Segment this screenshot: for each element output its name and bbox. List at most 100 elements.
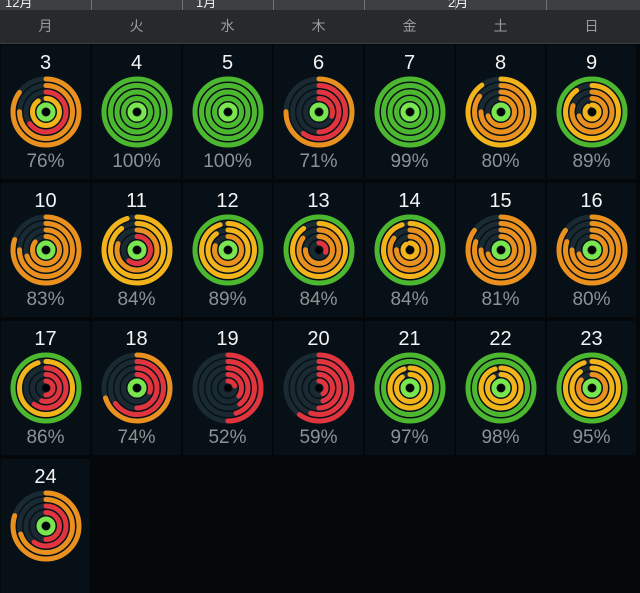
- day-percent: 83%: [26, 289, 65, 310]
- day-number: 3: [39, 52, 52, 74]
- calendar-grid: 3 76% 4 100% 5 100% 6 71% 7 99% 8 80% 9 89% 10 83% 11 84%…: [0, 44, 640, 593]
- day-cell[interactable]: 4 100%: [92, 45, 181, 179]
- ring-center-dot: [315, 384, 323, 392]
- ring-progress: [491, 240, 511, 260]
- ring-progress: [108, 221, 166, 279]
- ring-progress: [556, 214, 628, 286]
- activity-rings: [10, 214, 82, 286]
- activity-rings: [465, 352, 537, 424]
- ring-progress: [127, 240, 147, 260]
- activity-rings: [374, 214, 446, 286]
- day-number: 11: [126, 190, 147, 212]
- ring-progress: [374, 214, 446, 286]
- day-number: 21: [398, 328, 421, 350]
- ring-progress: [36, 378, 56, 398]
- ring-progress: [491, 378, 511, 398]
- day-cell[interactable]: 16 80%: [547, 183, 636, 317]
- day-cell[interactable]: 19 52%: [183, 321, 272, 455]
- ring-center-dot: [406, 246, 414, 254]
- day-percent: 80%: [481, 151, 520, 172]
- day-cell[interactable]: 21 97%: [365, 321, 454, 455]
- ring-progress: [101, 214, 173, 286]
- ring-progress: [36, 240, 56, 260]
- day-cell[interactable]: 14 84%: [365, 183, 454, 317]
- activity-rings: [10, 490, 82, 562]
- ring-progress: [199, 83, 257, 141]
- ring-center-dot: [588, 246, 596, 254]
- ring-progress: [212, 234, 244, 266]
- ring-progress: [101, 76, 173, 148]
- day-number: 20: [307, 328, 330, 350]
- day-cell[interactable]: 3 76%: [1, 45, 90, 179]
- weekday-tue: 火: [129, 18, 144, 34]
- month-tick: [273, 0, 274, 10]
- ring-progress: [290, 83, 348, 141]
- day-number: 7: [403, 52, 416, 74]
- ring-progress: [400, 240, 420, 260]
- day-number: 17: [34, 328, 57, 350]
- ring-center-dot: [497, 108, 505, 116]
- ring-progress: [563, 359, 621, 417]
- day-cell[interactable]: 13 84%: [274, 183, 363, 317]
- month-strip[interactable]: 12月 1月 2月: [0, 0, 640, 10]
- day-cell[interactable]: 15 81%: [456, 183, 545, 317]
- ring-progress: [127, 102, 147, 122]
- day-number: 6: [312, 52, 325, 74]
- month-tick: [546, 0, 547, 10]
- ring-center-dot: [42, 246, 50, 254]
- ring-progress: [121, 234, 153, 266]
- ring-progress: [121, 372, 153, 404]
- ring-center-dot: [133, 108, 141, 116]
- ring-center-dot: [497, 384, 505, 392]
- activity-rings: [10, 352, 82, 424]
- month-tick: [455, 0, 456, 10]
- day-cell[interactable]: 22 98%: [456, 321, 545, 455]
- day-number: 8: [494, 52, 507, 74]
- day-cell[interactable]: 12 89%: [183, 183, 272, 317]
- ring-progress: [10, 214, 82, 286]
- day-number: 19: [216, 328, 239, 350]
- day-number: 10: [34, 190, 57, 212]
- day-number: 15: [489, 190, 512, 212]
- day-cell[interactable]: 9 89%: [547, 45, 636, 179]
- ring-progress: [23, 89, 69, 135]
- ring-progress: [10, 76, 82, 148]
- ring-progress: [283, 214, 355, 286]
- ring-center-dot: [315, 108, 323, 116]
- ring-center-dot: [406, 384, 414, 392]
- ring-progress: [17, 83, 75, 141]
- ring-progress: [17, 221, 75, 279]
- ring-progress: [30, 372, 62, 404]
- day-cell[interactable]: 23 95%: [547, 321, 636, 455]
- ring-progress: [563, 83, 621, 141]
- ring-progress: [478, 89, 524, 135]
- ring-center-dot: [497, 246, 505, 254]
- ring-progress: [478, 227, 524, 273]
- ring-progress: [127, 378, 147, 398]
- day-percent: 99%: [390, 151, 429, 172]
- day-percent: 76%: [26, 151, 65, 172]
- ring-progress: [387, 365, 433, 411]
- day-cell[interactable]: 18 74%: [92, 321, 181, 455]
- day-cell[interactable]: 17 86%: [1, 321, 90, 455]
- ring-progress: [309, 378, 329, 398]
- ring-progress: [465, 76, 537, 148]
- day-cell[interactable]: 6 71%: [274, 45, 363, 179]
- day-cell[interactable]: 24: [1, 459, 90, 593]
- day-cell[interactable]: 7 99%: [365, 45, 454, 179]
- ring-progress: [465, 214, 537, 286]
- ring-progress: [491, 102, 511, 122]
- day-cell[interactable]: 8 80%: [456, 45, 545, 179]
- day-cell[interactable]: 20 59%: [274, 321, 363, 455]
- day-cell[interactable]: 10 83%: [1, 183, 90, 317]
- month-tick: [182, 0, 183, 10]
- activity-rings: [192, 76, 264, 148]
- ring-progress: [394, 372, 426, 404]
- ring-progress: [465, 352, 537, 424]
- day-cell[interactable]: 11 84%: [92, 183, 181, 317]
- activity-rings: [374, 352, 446, 424]
- day-cell[interactable]: 5 100%: [183, 45, 272, 179]
- day-number: 23: [580, 328, 603, 350]
- ring-progress: [569, 227, 615, 273]
- ring-progress: [381, 221, 439, 279]
